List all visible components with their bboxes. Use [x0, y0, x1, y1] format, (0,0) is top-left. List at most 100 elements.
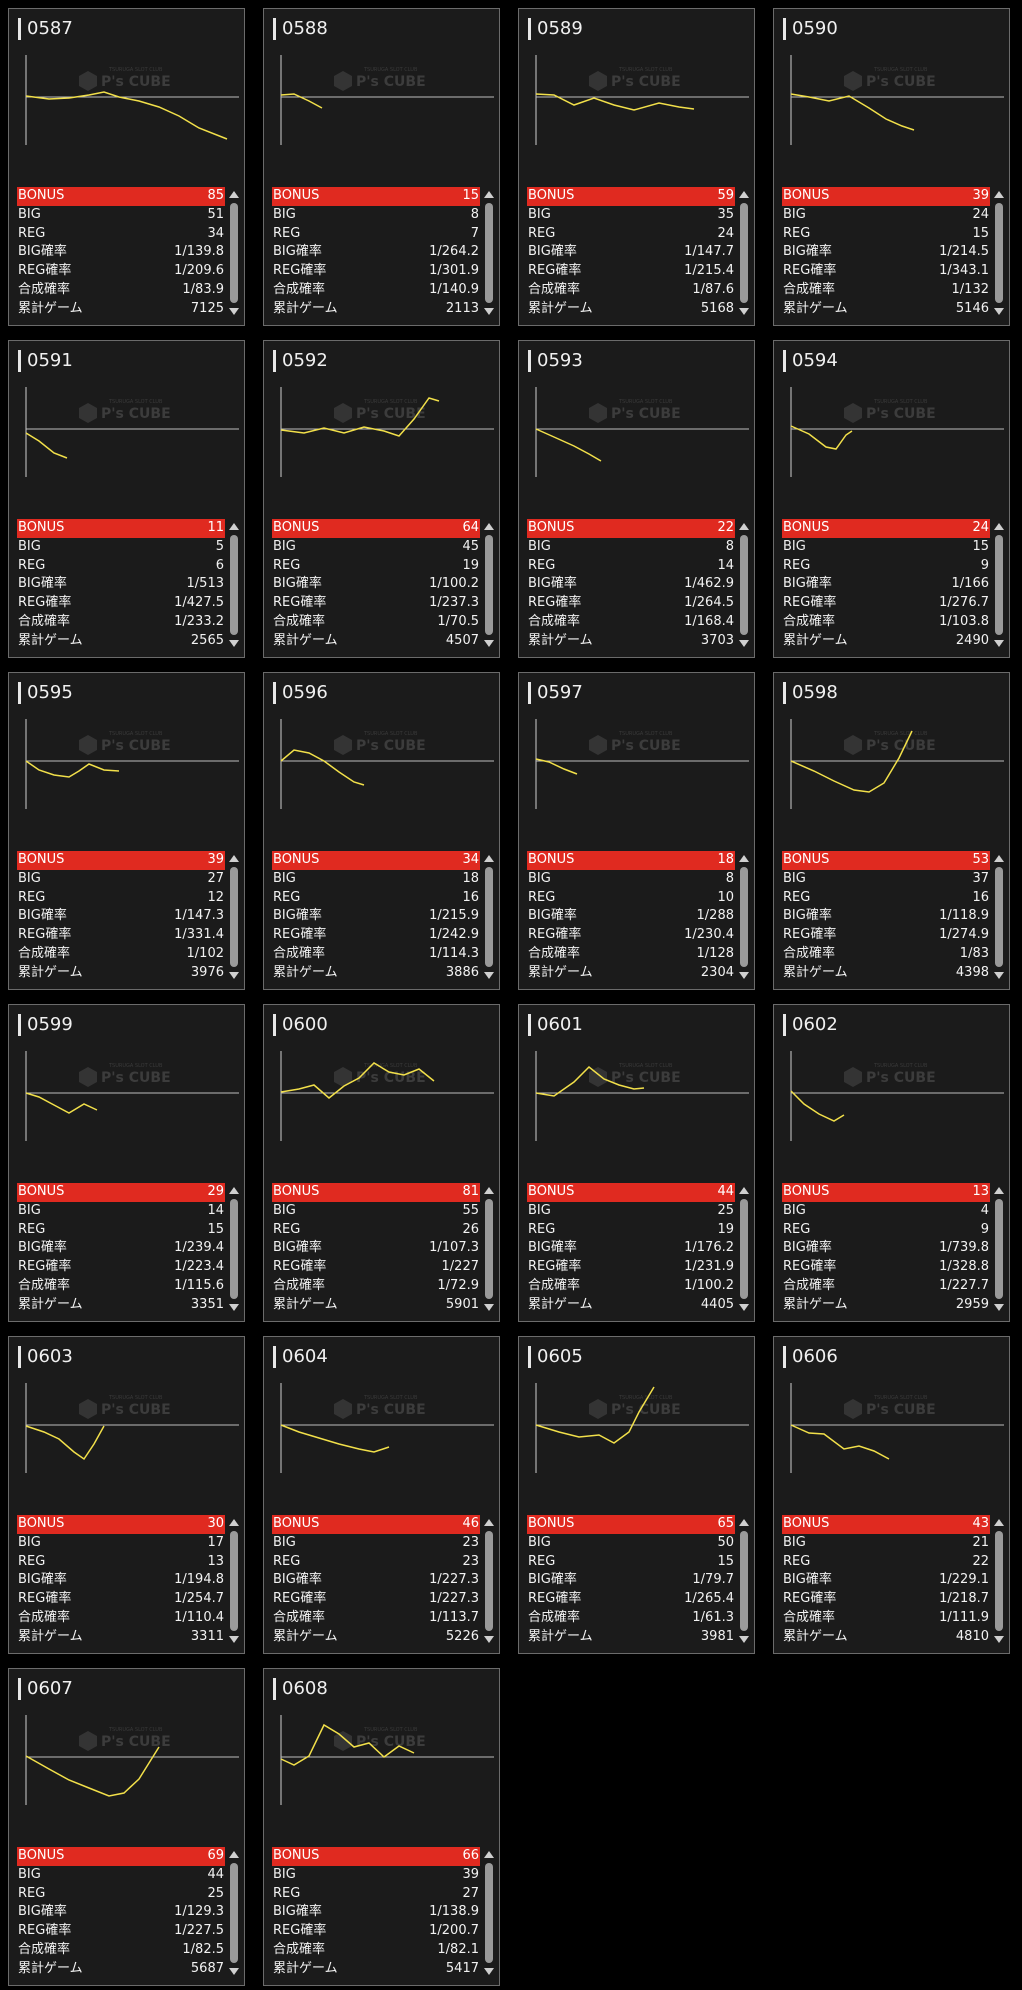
machine-card-0587[interactable]: 0587 P's CUBE TSURUGA SLOT CLUB BONUS 85 … — [8, 8, 245, 326]
machine-card-0603[interactable]: 0603 P's CUBE TSURUGA SLOT CLUB BONUS 30 … — [8, 1336, 245, 1654]
scrollbar-thumb[interactable] — [485, 1199, 493, 1299]
machine-card-0608[interactable]: 0608 P's CUBE TSURUGA SLOT CLUB BONUS 66 … — [263, 1668, 500, 1986]
stats-scrollbar[interactable] — [992, 189, 1006, 317]
scroll-down-arrow-icon[interactable] — [737, 1633, 751, 1645]
scroll-up-arrow-icon[interactable] — [482, 189, 496, 201]
scroll-up-arrow-icon[interactable] — [992, 853, 1006, 865]
scroll-up-arrow-icon[interactable] — [227, 1849, 241, 1861]
scroll-down-arrow-icon[interactable] — [482, 1633, 496, 1645]
scroll-up-arrow-icon[interactable] — [737, 853, 751, 865]
scroll-down-arrow-icon[interactable] — [227, 637, 241, 649]
scroll-down-arrow-icon[interactable] — [992, 969, 1006, 981]
machine-card-0588[interactable]: 0588 P's CUBE TSURUGA SLOT CLUB BONUS 15 … — [263, 8, 500, 326]
scrollbar-thumb[interactable] — [740, 1199, 748, 1299]
machine-card-0599[interactable]: 0599 P's CUBE TSURUGA SLOT CLUB BONUS 29 … — [8, 1004, 245, 1322]
scroll-down-arrow-icon[interactable] — [992, 1633, 1006, 1645]
scroll-down-arrow-icon[interactable] — [737, 969, 751, 981]
scrollbar-thumb[interactable] — [995, 867, 1003, 967]
machine-card-0591[interactable]: 0591 P's CUBE TSURUGA SLOT CLUB BONUS 11 … — [8, 340, 245, 658]
scroll-up-arrow-icon[interactable] — [482, 1517, 496, 1529]
machine-card-0589[interactable]: 0589 P's CUBE TSURUGA SLOT CLUB BONUS 59 … — [518, 8, 755, 326]
scrollbar-thumb[interactable] — [230, 1863, 238, 1963]
machine-card-0604[interactable]: 0604 P's CUBE TSURUGA SLOT CLUB BONUS 46 … — [263, 1336, 500, 1654]
scroll-down-arrow-icon[interactable] — [482, 1301, 496, 1313]
scrollbar-thumb[interactable] — [740, 867, 748, 967]
scroll-up-arrow-icon[interactable] — [482, 1185, 496, 1197]
scroll-down-arrow-icon[interactable] — [992, 637, 1006, 649]
machine-card-0597[interactable]: 0597 P's CUBE TSURUGA SLOT CLUB BONUS 18 … — [518, 672, 755, 990]
scrollbar-thumb[interactable] — [995, 203, 1003, 303]
scrollbar-thumb[interactable] — [230, 1199, 238, 1299]
stats-scrollbar[interactable] — [482, 521, 496, 649]
scrollbar-thumb[interactable] — [485, 1863, 493, 1963]
scrollbar-thumb[interactable] — [995, 1531, 1003, 1631]
scroll-up-arrow-icon[interactable] — [737, 521, 751, 533]
stats-scrollbar[interactable] — [482, 1517, 496, 1645]
stats-scrollbar[interactable] — [482, 853, 496, 981]
machine-card-0594[interactable]: 0594 P's CUBE TSURUGA SLOT CLUB BONUS 24 … — [773, 340, 1010, 658]
scroll-down-arrow-icon[interactable] — [482, 969, 496, 981]
scroll-down-arrow-icon[interactable] — [482, 637, 496, 649]
machine-card-0590[interactable]: 0590 P's CUBE TSURUGA SLOT CLUB BONUS 39 … — [773, 8, 1010, 326]
scroll-up-arrow-icon[interactable] — [992, 521, 1006, 533]
stats-scrollbar[interactable] — [227, 521, 241, 649]
scroll-down-arrow-icon[interactable] — [227, 1633, 241, 1645]
scrollbar-thumb[interactable] — [995, 1199, 1003, 1299]
scroll-down-arrow-icon[interactable] — [227, 1301, 241, 1313]
machine-card-0607[interactable]: 0607 P's CUBE TSURUGA SLOT CLUB BONUS 69 … — [8, 1668, 245, 1986]
stats-scrollbar[interactable] — [992, 1185, 1006, 1313]
scroll-down-arrow-icon[interactable] — [737, 305, 751, 317]
scrollbar-thumb[interactable] — [230, 535, 238, 635]
stats-scrollbar[interactable] — [737, 1185, 751, 1313]
stats-scrollbar[interactable] — [482, 1849, 496, 1977]
scroll-down-arrow-icon[interactable] — [482, 305, 496, 317]
scroll-up-arrow-icon[interactable] — [482, 853, 496, 865]
machine-card-0593[interactable]: 0593 P's CUBE TSURUGA SLOT CLUB BONUS 22 … — [518, 340, 755, 658]
machine-card-0605[interactable]: 0605 P's CUBE TSURUGA SLOT CLUB BONUS 65 … — [518, 1336, 755, 1654]
scroll-up-arrow-icon[interactable] — [227, 189, 241, 201]
stats-scrollbar[interactable] — [227, 1849, 241, 1977]
machine-card-0595[interactable]: 0595 P's CUBE TSURUGA SLOT CLUB BONUS 39 … — [8, 672, 245, 990]
scroll-up-arrow-icon[interactable] — [227, 1185, 241, 1197]
stats-scrollbar[interactable] — [227, 189, 241, 317]
scrollbar-thumb[interactable] — [740, 1531, 748, 1631]
scrollbar-thumb[interactable] — [230, 1531, 238, 1631]
machine-card-0598[interactable]: 0598 P's CUBE TSURUGA SLOT CLUB BONUS 53 … — [773, 672, 1010, 990]
scroll-down-arrow-icon[interactable] — [227, 1965, 241, 1977]
stats-scrollbar[interactable] — [737, 521, 751, 649]
scrollbar-thumb[interactable] — [230, 203, 238, 303]
scroll-down-arrow-icon[interactable] — [737, 637, 751, 649]
stats-scrollbar[interactable] — [227, 1185, 241, 1313]
machine-card-0596[interactable]: 0596 P's CUBE TSURUGA SLOT CLUB BONUS 34 … — [263, 672, 500, 990]
scrollbar-thumb[interactable] — [485, 1531, 493, 1631]
scroll-up-arrow-icon[interactable] — [482, 521, 496, 533]
scroll-down-arrow-icon[interactable] — [227, 969, 241, 981]
machine-card-0602[interactable]: 0602 P's CUBE TSURUGA SLOT CLUB BONUS 13 … — [773, 1004, 1010, 1322]
scroll-up-arrow-icon[interactable] — [482, 1849, 496, 1861]
scroll-up-arrow-icon[interactable] — [992, 189, 1006, 201]
scroll-down-arrow-icon[interactable] — [992, 305, 1006, 317]
stats-scrollbar[interactable] — [482, 189, 496, 317]
scrollbar-thumb[interactable] — [230, 867, 238, 967]
stats-scrollbar[interactable] — [992, 521, 1006, 649]
scroll-down-arrow-icon[interactable] — [227, 305, 241, 317]
machine-card-0600[interactable]: 0600 P's CUBE TSURUGA SLOT CLUB BONUS 81 … — [263, 1004, 500, 1322]
scroll-up-arrow-icon[interactable] — [227, 521, 241, 533]
scrollbar-thumb[interactable] — [995, 535, 1003, 635]
stats-scrollbar[interactable] — [227, 1517, 241, 1645]
scroll-down-arrow-icon[interactable] — [737, 1301, 751, 1313]
scroll-up-arrow-icon[interactable] — [737, 1185, 751, 1197]
stats-scrollbar[interactable] — [737, 1517, 751, 1645]
scrollbar-thumb[interactable] — [740, 203, 748, 303]
scrollbar-thumb[interactable] — [740, 535, 748, 635]
stats-scrollbar[interactable] — [737, 189, 751, 317]
machine-card-0592[interactable]: 0592 P's CUBE TSURUGA SLOT CLUB BONUS 64 … — [263, 340, 500, 658]
scrollbar-thumb[interactable] — [485, 867, 493, 967]
machine-card-0606[interactable]: 0606 P's CUBE TSURUGA SLOT CLUB BONUS 43 … — [773, 1336, 1010, 1654]
scroll-up-arrow-icon[interactable] — [737, 189, 751, 201]
scroll-up-arrow-icon[interactable] — [227, 853, 241, 865]
stats-scrollbar[interactable] — [737, 853, 751, 981]
scroll-up-arrow-icon[interactable] — [227, 1517, 241, 1529]
scrollbar-thumb[interactable] — [485, 203, 493, 303]
scroll-up-arrow-icon[interactable] — [737, 1517, 751, 1529]
